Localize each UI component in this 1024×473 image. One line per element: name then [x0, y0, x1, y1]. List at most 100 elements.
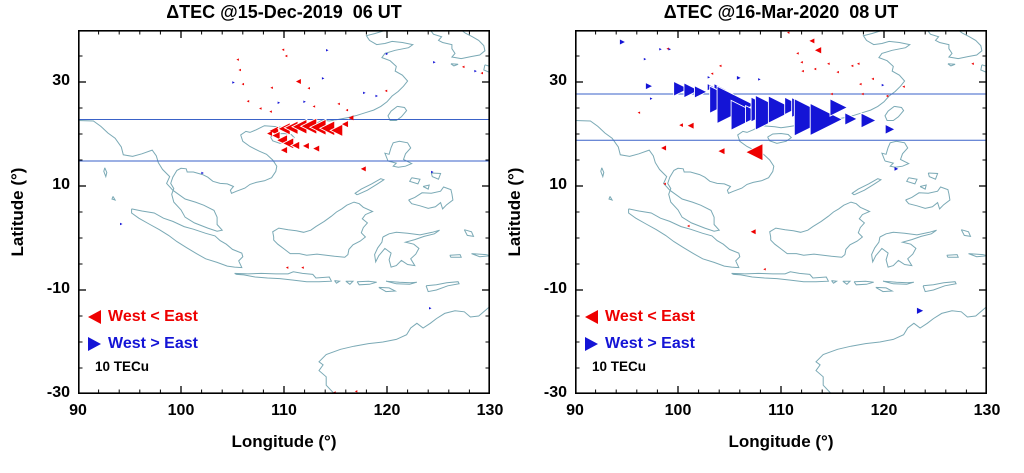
- data-point: [259, 107, 262, 110]
- data-point: [857, 62, 860, 66]
- data-point: [814, 47, 822, 54]
- coastline: [384, 140, 413, 168]
- coastline: [408, 186, 454, 210]
- data-point: [311, 144, 321, 154]
- data-point: [683, 82, 700, 99]
- legend-item-west-lt-east: West < East: [88, 303, 198, 330]
- data-point: [809, 38, 815, 44]
- data-point: [354, 390, 358, 393]
- data-point: [329, 123, 344, 138]
- coastline: [385, 280, 418, 285]
- data-point: [661, 145, 667, 151]
- data-point: [303, 100, 306, 103]
- data-point: [881, 83, 885, 87]
- coastline: [905, 186, 951, 210]
- data-point: [284, 54, 288, 58]
- data-point: [281, 137, 295, 150]
- coastline: [131, 208, 244, 269]
- coastline: [374, 229, 440, 268]
- x-axis-label: Longitude (°): [728, 432, 834, 451]
- legend-item-west-gt-east: West > East: [585, 330, 695, 357]
- data-point: [679, 123, 683, 128]
- coastline: [234, 271, 333, 283]
- coastline: [356, 280, 377, 286]
- coastline: [919, 184, 927, 190]
- coastline: [831, 280, 839, 284]
- data-point: [321, 77, 325, 80]
- coastline: [853, 280, 874, 286]
- coastline: [575, 30, 912, 232]
- coastline: [731, 271, 830, 283]
- coastline: [769, 201, 871, 258]
- axes-border: [78, 30, 490, 394]
- data-point: [236, 58, 239, 61]
- data-point: [649, 97, 653, 100]
- data-point: [384, 89, 388, 93]
- x-tick-label: 100: [664, 402, 692, 419]
- data-point: [429, 306, 432, 310]
- x-tick-label: 110: [768, 402, 794, 419]
- coastline: [463, 229, 475, 238]
- data-point: [786, 31, 790, 34]
- data-point: [744, 142, 764, 162]
- data-point: [337, 102, 340, 106]
- data-point: [285, 266, 289, 269]
- legend: West < East West > East 10 TECu: [585, 303, 695, 374]
- data-point: [326, 49, 329, 52]
- data-point: [916, 307, 924, 314]
- data-point: [201, 171, 204, 175]
- coastline: [628, 208, 741, 269]
- coastline: [471, 253, 490, 258]
- data-point: [120, 222, 123, 226]
- data-point: [902, 85, 905, 88]
- coastline: [318, 305, 490, 394]
- coastline: [968, 253, 987, 258]
- coastline: [354, 178, 386, 196]
- data-point: [859, 82, 862, 86]
- data-point: [971, 62, 974, 66]
- data-point: [363, 91, 366, 95]
- data-point: [340, 119, 349, 129]
- data-point: [800, 61, 803, 64]
- y-tick-label: -30: [46, 384, 70, 401]
- coastline: [483, 64, 490, 74]
- y-tick-label: -10: [543, 280, 567, 297]
- coastline: [905, 177, 918, 185]
- coastline: [871, 229, 937, 268]
- data-point: [707, 76, 711, 79]
- west-lt-east-triangle-icon: [88, 309, 101, 324]
- data-point: [232, 81, 235, 84]
- coastline: [767, 132, 793, 144]
- coastline: [947, 63, 956, 67]
- legend-label: West > East: [108, 334, 198, 352]
- data-point: [685, 121, 695, 131]
- coastline: [449, 254, 462, 258]
- coastline: [450, 63, 459, 67]
- y-tick-label: 30: [52, 72, 70, 89]
- coastline: [430, 172, 442, 180]
- data-point: [637, 111, 641, 114]
- coastline: [922, 281, 957, 293]
- data-point: [801, 69, 804, 73]
- data-point: [433, 61, 436, 64]
- coastline: [882, 280, 915, 285]
- coastline: [408, 177, 421, 185]
- coastline: [272, 201, 374, 258]
- legend-label: West < East: [108, 307, 198, 325]
- data-point: [844, 111, 859, 126]
- data-point: [710, 72, 714, 75]
- coastline: [111, 196, 117, 201]
- scale-label: 10 TECu: [592, 359, 647, 374]
- coastline: [78, 30, 415, 232]
- data-point: [763, 267, 766, 271]
- data-point: [307, 87, 310, 90]
- data-point: [375, 94, 378, 98]
- y-tick-label: -30: [543, 384, 567, 401]
- coastline: [387, 105, 408, 121]
- x-tick-label: 110: [271, 402, 297, 419]
- y-tick-label: -10: [46, 280, 70, 297]
- coastline: [851, 178, 883, 196]
- data-point: [860, 112, 877, 129]
- coastline: [103, 167, 108, 179]
- data-point: [767, 95, 797, 124]
